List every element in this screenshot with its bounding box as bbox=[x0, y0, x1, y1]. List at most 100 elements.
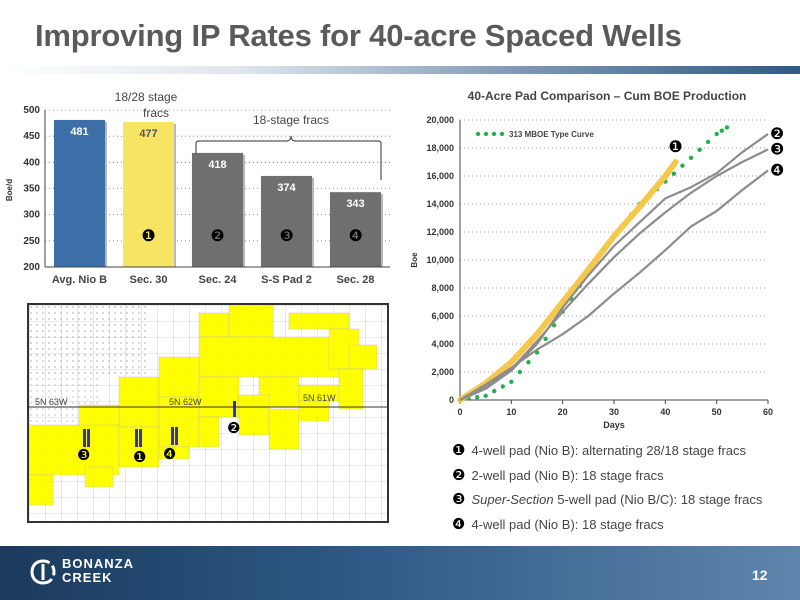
bar-y-tick-label: 200 bbox=[23, 262, 40, 273]
bar-x-tick-label: S-S Pad 2 bbox=[261, 274, 312, 286]
well-map: 5N 63W 5N 62W 5N 61W ❶ ❷ ❸ ❹ bbox=[27, 303, 389, 523]
map-marker-1: ❶ bbox=[133, 448, 146, 466]
type-curve-point bbox=[517, 369, 523, 375]
bar-marker: ❸ bbox=[279, 226, 293, 245]
bar-y-tick-label: 300 bbox=[23, 210, 40, 221]
line-chart-y-axis-label: Boe bbox=[410, 252, 419, 268]
line-x-tick-label: 10 bbox=[506, 407, 516, 417]
bar-y-tick-label: 450 bbox=[23, 131, 40, 142]
pad-note-marker: ❶ bbox=[452, 441, 466, 459]
bar-y-tick-label: 400 bbox=[23, 157, 40, 168]
logo-line2: CREEK bbox=[62, 570, 113, 585]
bar-y-tick-label: 500 bbox=[23, 105, 40, 116]
type-curve-point bbox=[492, 388, 497, 394]
sec30-annotation-line2: fracs bbox=[143, 106, 169, 120]
pad-note-marker: ❹ bbox=[452, 514, 466, 533]
bracket-shape bbox=[195, 135, 382, 180]
map-marker-3: ❸ bbox=[77, 446, 90, 464]
township-label-63w: 5N 63W bbox=[35, 397, 68, 407]
pad-note-marker: ❷ bbox=[452, 465, 466, 484]
bar-y-tick-label: 350 bbox=[23, 184, 40, 195]
logo-line1: BONANZA bbox=[62, 556, 134, 571]
bar-avg-nio-b bbox=[53, 119, 106, 268]
type-curve-point bbox=[697, 147, 702, 153]
pad-note-text: 2-well pad (Nio B): 18 stage fracs bbox=[471, 467, 664, 483]
pad-note-text: 4-well pad (Nio B): alternating 28/18 st… bbox=[471, 443, 747, 458]
type-curve-point bbox=[671, 171, 677, 176]
series-pad-line bbox=[459, 148, 769, 401]
bar-marker: ❹ bbox=[348, 226, 362, 245]
pad-note-text: 4-well pad (Nio B): 18 stage fracs bbox=[471, 516, 664, 532]
type-curve-point bbox=[500, 384, 505, 389]
bar-chart-y-axis-label: Boe/d bbox=[5, 179, 14, 201]
type-curve-point bbox=[724, 125, 730, 130]
line-y-tick-label: 16,000 bbox=[426, 171, 454, 181]
bar-sec-28 bbox=[329, 192, 382, 267]
pad-note-row: ❹ 4-well pad (Nio B): 18 stage fracs bbox=[452, 515, 664, 533]
pad-note-text: 5-well pad (Nio B/C): 18 stage fracs bbox=[553, 492, 763, 507]
type-curve-point bbox=[509, 379, 514, 384]
type-curve-point bbox=[714, 131, 719, 137]
line-y-tick-label: 10,000 bbox=[426, 255, 454, 265]
legend-type-curve: 313 MBOE Type Curve bbox=[509, 130, 594, 139]
title-rule bbox=[0, 66, 800, 74]
bar-y-tick-label: 250 bbox=[23, 236, 40, 247]
type-curve-point bbox=[705, 139, 711, 145]
line-x-tick-label: 50 bbox=[712, 407, 722, 417]
pad-note-row: ❷ 2-well pad (Nio B): 18 stage fracs bbox=[452, 466, 664, 484]
type-curve-point bbox=[543, 336, 548, 342]
pad-note-italic: Super-Section bbox=[471, 492, 554, 507]
line-y-tick-label: 18,000 bbox=[426, 143, 454, 153]
footer-bar bbox=[0, 546, 800, 600]
series-end-marker: ❸ bbox=[770, 139, 784, 158]
line-y-tick-label: 6,000 bbox=[431, 311, 454, 321]
type-curve-point bbox=[719, 128, 724, 133]
series-end-marker: ❷ bbox=[770, 124, 784, 143]
company-logo: BONANZA CREEK bbox=[30, 557, 170, 591]
type-curve-point bbox=[474, 395, 480, 400]
bar-x-tick-label: Sec. 30 bbox=[130, 274, 168, 286]
type-curve-point bbox=[688, 155, 694, 160]
township-label-62w: 5N 62W bbox=[169, 397, 202, 407]
line-y-tick-label: 8,000 bbox=[431, 283, 454, 293]
bar-sec-24 bbox=[191, 152, 244, 267]
bar-x-tick-label: Sec. 28 bbox=[337, 274, 375, 286]
line-x-tick-label: 40 bbox=[660, 407, 670, 417]
line-x-tick-label: 30 bbox=[609, 407, 619, 417]
line-y-tick-label: 20,000 bbox=[426, 115, 454, 125]
line-x-tick-label: 60 bbox=[763, 407, 773, 417]
bar-s-s-pad-2 bbox=[260, 175, 313, 267]
logo-mark-icon bbox=[30, 559, 56, 585]
type-curve-point bbox=[483, 393, 488, 398]
bar-x-tick-label: Avg. Nio B bbox=[52, 274, 107, 286]
page-number: 12 bbox=[752, 567, 768, 583]
series-pad-line bbox=[459, 133, 769, 402]
bar-marker: ❶ bbox=[141, 226, 155, 245]
township-label-61w: 5N 61W bbox=[303, 393, 336, 403]
line-chart-title: 40-Acre Pad Comparison – Cum BOE Product… bbox=[468, 89, 747, 103]
map-marker-2: ❷ bbox=[227, 419, 240, 437]
line-y-tick-label: 0 bbox=[449, 395, 454, 405]
line-y-tick-label: 14,000 bbox=[426, 199, 454, 209]
bar-data-label: 374 bbox=[277, 182, 296, 194]
slide-title: Improving IP Rates for 40-acre Spaced We… bbox=[35, 18, 682, 53]
bar-data-label: 481 bbox=[70, 126, 88, 138]
line-chart-x-axis-label: Days bbox=[603, 420, 625, 430]
sec30-annotation-line1: 18/28 stage bbox=[115, 90, 178, 104]
bracket-annotation: 18-stage fracs bbox=[253, 113, 329, 127]
bar-marker: ❷ bbox=[210, 226, 224, 245]
bar-data-label: 343 bbox=[346, 198, 364, 210]
pad-note-row: ❶ 4-well pad (Nio B): alternating 28/18 s… bbox=[452, 441, 746, 459]
series-end-marker: ❶ bbox=[668, 137, 682, 156]
bar-data-label: 477 bbox=[139, 128, 157, 140]
bar-data-label: 418 bbox=[208, 159, 226, 171]
series-pad-line bbox=[459, 169, 769, 401]
type-curve-point bbox=[680, 163, 685, 168]
line-x-tick-label: 0 bbox=[457, 407, 462, 417]
series-end-marker: ❹ bbox=[770, 160, 784, 179]
type-curve-point bbox=[526, 360, 531, 365]
bar-sec-30 bbox=[122, 122, 175, 267]
pad-note-marker: ❸ bbox=[452, 490, 466, 508]
bar-x-tick-label: Sec. 24 bbox=[199, 274, 238, 286]
